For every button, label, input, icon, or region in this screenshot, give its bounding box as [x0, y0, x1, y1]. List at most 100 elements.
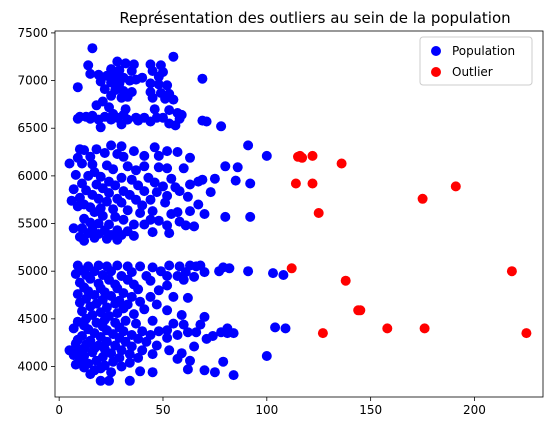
point-population-111: [83, 170, 94, 181]
point-population-150: [101, 196, 112, 207]
point-population-286: [120, 315, 131, 326]
legend: Population Outlier: [419, 36, 533, 86]
point-population-227: [199, 267, 210, 278]
point-population-73: [170, 120, 181, 131]
legend-label-outlier: Outlier: [452, 65, 493, 79]
point-population-226: [180, 267, 191, 278]
point-outlier-9: [450, 181, 461, 192]
point-population-27: [153, 79, 164, 90]
point-population-340: [116, 345, 127, 356]
point-outlier-2: [307, 150, 318, 161]
point-population-251: [153, 285, 164, 296]
point-population-294: [195, 319, 206, 330]
point-population-101: [139, 161, 150, 172]
point-population-261: [182, 292, 193, 303]
point-population-96: [64, 158, 75, 169]
point-population-380: [70, 359, 81, 370]
point-population-375: [228, 370, 239, 381]
point-population-95: [185, 152, 195, 163]
legend-box: [419, 36, 533, 86]
point-population-160: [122, 205, 133, 216]
point-population-68: [133, 115, 144, 126]
point-population-356: [261, 351, 272, 361]
point-population-107: [108, 164, 119, 175]
point-population-237: [85, 273, 96, 284]
point-population-77: [243, 140, 254, 151]
point-population-136: [174, 186, 185, 197]
point-population-287: [147, 315, 158, 326]
point-population-306: [153, 326, 164, 337]
point-population-211: [164, 260, 175, 271]
point-population-323: [162, 332, 173, 343]
point-population-98: [87, 159, 98, 170]
point-population-128: [245, 178, 256, 189]
point-population-152: [160, 197, 171, 208]
point-population-13: [85, 68, 96, 79]
point-population-81: [91, 144, 102, 155]
point-population-153: [193, 199, 204, 210]
point-population-92: [118, 151, 129, 162]
point-population-48: [164, 105, 175, 116]
point-population-139: [104, 188, 114, 198]
point-population-181: [139, 219, 150, 230]
point-population-76: [216, 121, 227, 132]
point-population-309: [191, 327, 202, 338]
point-population-0: [87, 43, 98, 54]
point-population-44: [91, 100, 102, 111]
point-outlier-13: [355, 305, 366, 316]
point-population-10: [126, 66, 137, 76]
y-tick-label: 7500: [17, 26, 48, 40]
point-population-20: [197, 73, 208, 84]
point-outlier-7: [313, 208, 324, 218]
point-population-169: [245, 211, 256, 222]
point-population-97: [77, 158, 87, 169]
point-population-358: [91, 355, 102, 366]
point-population-171: [110, 211, 121, 222]
point-population-104: [220, 161, 231, 172]
point-population-360: [124, 357, 135, 368]
point-population-75: [95, 122, 106, 133]
point-population-210: [147, 262, 158, 273]
point-population-90: [153, 150, 164, 161]
point-population-148: [145, 194, 156, 205]
point-population-106: [178, 163, 189, 174]
point-population-241: [178, 274, 189, 285]
point-population-275: [162, 305, 173, 316]
point-population-105: [232, 162, 243, 173]
point-population-378: [124, 375, 135, 386]
point-population-327: [101, 336, 112, 347]
point-population-373: [199, 365, 210, 376]
x-tick-label: 200: [463, 403, 486, 417]
y-tick-label: 4000: [17, 360, 48, 374]
point-population-175: [153, 215, 164, 226]
point-outlier-6: [307, 178, 318, 189]
point-population-84: [128, 146, 139, 157]
point-population-103: [162, 163, 173, 174]
point-population-138: [151, 187, 162, 198]
point-population-236: [189, 271, 200, 282]
point-population-229: [70, 269, 81, 279]
point-population-18: [153, 71, 164, 82]
chart-title: Représentation des outliers au sein de l…: [119, 9, 510, 27]
point-population-324: [201, 333, 212, 344]
point-population-254: [118, 288, 129, 299]
point-population-265: [135, 296, 146, 307]
point-population-355: [172, 353, 183, 364]
point-population-30: [99, 84, 110, 95]
point-population-334: [126, 341, 137, 352]
point-population-79: [116, 141, 127, 152]
point-population-376: [95, 375, 106, 386]
point-population-151: [116, 197, 127, 208]
point-population-165: [135, 208, 146, 218]
point-population-217: [224, 263, 235, 274]
point-population-342: [164, 345, 175, 356]
point-population-86: [172, 147, 183, 157]
point-population-371: [135, 366, 146, 377]
point-population-291: [131, 318, 141, 329]
point-population-224: [126, 267, 137, 278]
point-population-365: [116, 361, 127, 372]
point-population-256: [89, 290, 100, 300]
point-population-64: [85, 113, 96, 124]
point-population-199: [89, 232, 100, 243]
